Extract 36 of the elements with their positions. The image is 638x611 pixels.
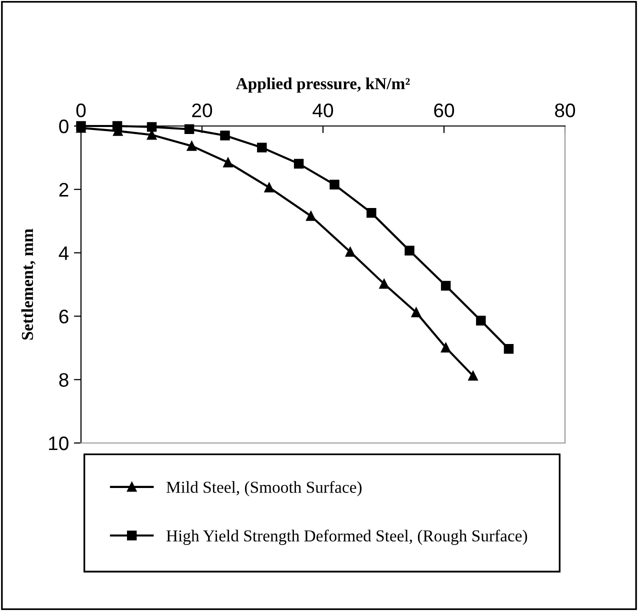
point bbox=[330, 180, 340, 190]
x-tick-label: 80 bbox=[555, 104, 576, 118]
x-tick-label: 40 bbox=[312, 104, 334, 118]
point bbox=[411, 308, 422, 318]
y-tick-label: 10 bbox=[49, 436, 68, 450]
point bbox=[257, 142, 267, 152]
x-tick-label: 0 bbox=[76, 104, 86, 118]
point bbox=[186, 141, 197, 151]
y-tick-label: 8 bbox=[59, 373, 68, 387]
legend-label: Mild Steel, (Smooth Surface) bbox=[166, 481, 362, 496]
point bbox=[366, 208, 376, 218]
point bbox=[379, 279, 389, 289]
point bbox=[440, 342, 451, 352]
y-tick-label: 4 bbox=[58, 246, 69, 260]
point bbox=[440, 280, 451, 291]
y-axis-title: Settlement, mm bbox=[21, 228, 36, 340]
x-tick-label: 20 bbox=[192, 104, 212, 118]
y-tick-label: 2 bbox=[59, 182, 68, 196]
point bbox=[476, 316, 486, 326]
point bbox=[112, 121, 122, 131]
point bbox=[468, 370, 478, 381]
point bbox=[404, 246, 414, 256]
point bbox=[306, 211, 316, 221]
point bbox=[220, 130, 230, 140]
point bbox=[294, 158, 304, 169]
point bbox=[504, 344, 514, 354]
point bbox=[223, 158, 233, 168]
point bbox=[146, 122, 157, 132]
y-tick-label: 0 bbox=[59, 119, 68, 134]
x-tick-label: 60 bbox=[434, 104, 454, 118]
point bbox=[345, 246, 356, 257]
x-axis-title: Applied pressure, kN/m² bbox=[236, 78, 410, 93]
y-tick-label: 6 bbox=[59, 310, 68, 324]
point bbox=[146, 130, 157, 140]
legend-label: High Yield Strength Deformed Steel, (Rough Surface) bbox=[166, 530, 528, 545]
point bbox=[264, 182, 274, 192]
